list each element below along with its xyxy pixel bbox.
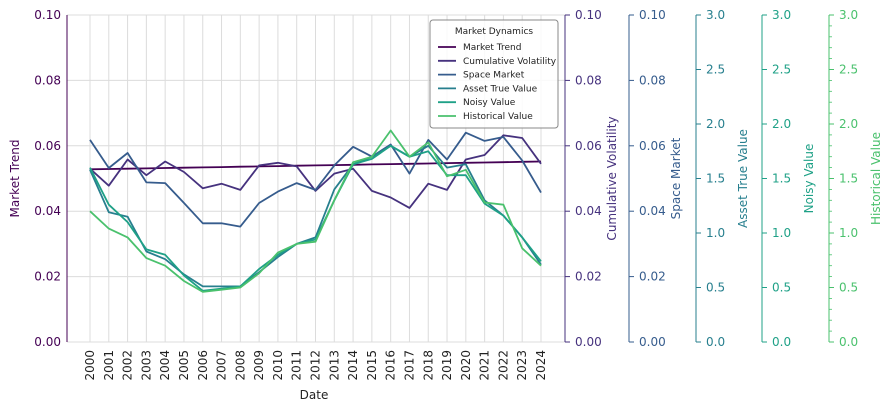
x-tick-label: 2000 — [83, 350, 97, 381]
y-tick-label-noisy-value: 0.5 — [772, 281, 791, 295]
y-tick-label-noisy-value: 1.0 — [772, 226, 791, 240]
x-tick-label: 2002 — [121, 350, 135, 381]
y-tick-label-noisy-value: 3.0 — [772, 8, 791, 22]
x-tick-label: 2016 — [384, 350, 398, 381]
x-tick-label: 2007 — [215, 350, 229, 381]
y-tick-label-cumulative-volatility: 0.00 — [575, 335, 602, 349]
series-line-historical-value — [89, 129, 542, 293]
y-tick-label-space-market: 0.10 — [639, 8, 666, 22]
y-tick-label-space-market: 0.04 — [639, 204, 666, 218]
y-tick-label-left: 0.10 — [34, 8, 61, 22]
x-tick-label: 2018 — [421, 350, 435, 381]
y-tick-label-historical-value: 1.0 — [839, 226, 858, 240]
y-tick-label-space-market: 0.02 — [639, 270, 666, 284]
y-tick-label-cumulative-volatility: 0.06 — [575, 139, 602, 153]
y-tick-label-noisy-value: 0.0 — [772, 335, 791, 349]
y-axis-title-cumulative-volatility: Cumulative Volatility — [605, 116, 619, 240]
x-tick-label: 2001 — [102, 350, 116, 381]
y-tick-label-asset-true-value: 0.0 — [706, 335, 725, 349]
series-layer — [89, 129, 542, 293]
x-tick-label: 2022 — [496, 350, 510, 381]
legend-entry-label: Historical Value — [463, 112, 533, 122]
y-tick-label-asset-true-value: 2.5 — [706, 63, 725, 77]
y-axis-title-space-market: Space Market — [669, 137, 683, 219]
x-tick-label: 2023 — [515, 350, 529, 381]
y-tick-label-space-market: 0.08 — [639, 73, 666, 87]
legend-box — [429, 19, 559, 129]
legend: Market Dynamics Market Trend Cumulative Vo… — [429, 19, 559, 129]
y-tick-label-historical-value: 0.0 — [839, 335, 858, 349]
y-axis-title-asset-true-value: Asset True Value — [736, 129, 750, 228]
x-tick-label: 2008 — [233, 350, 247, 381]
x-tick-label: 2011 — [290, 350, 304, 381]
legend-entry-label: Cumulative Volatility — [463, 57, 557, 67]
y-tick-label-asset-true-value: 3.0 — [706, 8, 725, 22]
x-tick-label: 2014 — [346, 350, 360, 381]
x-tick-label: 2003 — [139, 350, 153, 381]
x-tick-label: 2010 — [271, 350, 285, 381]
x-tick-label: 2013 — [327, 350, 341, 381]
y-tick-label-asset-true-value: 1.5 — [706, 172, 725, 186]
x-tick-label: 2006 — [196, 350, 210, 381]
x-tick-label: 2005 — [177, 350, 191, 381]
legend-entry-label: Market Trend — [463, 43, 521, 53]
y-tick-label-noisy-value: 2.5 — [772, 63, 791, 77]
x-tick-label: 2024 — [534, 350, 548, 381]
y-tick-label-asset-true-value: 1.0 — [706, 226, 725, 240]
x-tick-label: 2020 — [459, 350, 473, 381]
y-tick-label-left: 0.02 — [34, 270, 61, 284]
x-tick-label: 2004 — [158, 350, 172, 381]
series-line-cumulative-volatility — [89, 134, 542, 209]
y-tick-label-space-market: 0.06 — [639, 139, 666, 153]
y-tick-label-asset-true-value: 2.0 — [706, 117, 725, 131]
legend-entry-label: Asset True Value — [463, 84, 538, 94]
series-line-noisy-value — [89, 144, 542, 292]
x-tick-label: 2015 — [365, 350, 379, 381]
y-tick-label-noisy-value: 2.0 — [772, 117, 791, 131]
y-tick-label-historical-value: 1.5 — [839, 172, 858, 186]
y-tick-label-space-market: 0.00 — [639, 335, 666, 349]
y-tick-label-left: 0.00 — [34, 335, 61, 349]
y-tick-label-historical-value: 2.0 — [839, 117, 858, 131]
y-tick-label-cumulative-volatility: 0.02 — [575, 270, 602, 284]
x-tick-label: 2021 — [478, 350, 492, 381]
series-line-asset-true-value — [89, 144, 542, 288]
y-axis-title-noisy-value: Noisy Value — [802, 144, 816, 214]
series-line-space-market — [89, 131, 542, 228]
y-tick-label-cumulative-volatility: 0.08 — [575, 73, 602, 87]
y-tick-label-historical-value: 3.0 — [839, 8, 858, 22]
y-tick-label-cumulative-volatility: 0.10 — [575, 8, 602, 22]
x-tick-label: 2017 — [402, 350, 416, 381]
x-tick-label: 2009 — [252, 350, 266, 381]
x-tick-label: 2012 — [309, 350, 323, 381]
legend-entry-label: Noisy Value — [463, 98, 516, 108]
legend-title: Market Dynamics — [455, 27, 533, 37]
y-tick-label-left: 0.04 — [34, 204, 61, 218]
legend-entry-label: Space Market — [463, 71, 525, 81]
x-axis-title: Date — [300, 388, 329, 402]
y-tick-label-noisy-value: 1.5 — [772, 172, 791, 186]
y-tick-label-historical-value: 2.5 — [839, 63, 858, 77]
series-line-market-trend — [89, 160, 542, 171]
y-tick-label-cumulative-volatility: 0.04 — [575, 204, 602, 218]
y-tick-label-left: 0.06 — [34, 139, 61, 153]
x-tick-label: 2019 — [440, 350, 454, 381]
y-tick-label-historical-value: 0.5 — [839, 281, 858, 295]
y-tick-label-left: 0.08 — [34, 73, 61, 87]
y-tick-label-asset-true-value: 0.5 — [706, 281, 725, 295]
y-axis-title-left: Market Trend — [8, 140, 22, 218]
y-axis-title-historical-value: Historical Value — [869, 132, 883, 225]
grid-layer — [67, 14, 565, 343]
